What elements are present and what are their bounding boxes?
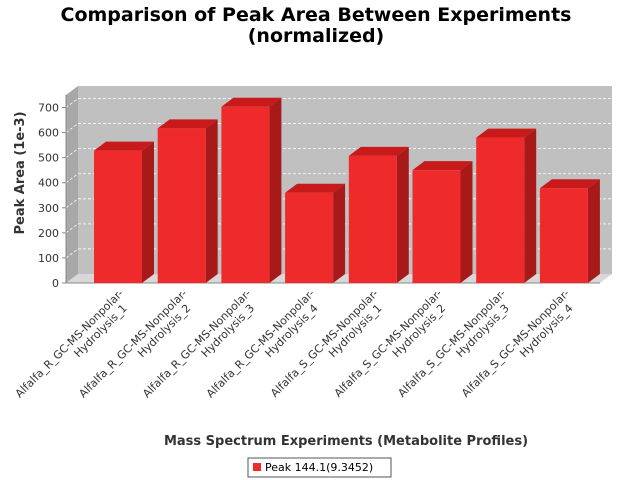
bar-front xyxy=(285,192,334,283)
bar-side xyxy=(396,146,409,283)
bar xyxy=(476,128,537,283)
x-tick-label: Alfalfa_R_GC-MS-Nonpolar-Hydrolysis_3 xyxy=(140,287,257,400)
bar-top xyxy=(157,119,218,129)
x-tick-label: Alfalfa_S_GC-MS-Nonpolar-Hydrolysis_3 xyxy=(395,287,511,400)
bar-side xyxy=(524,128,537,283)
y-tick-label: 600 xyxy=(38,127,59,140)
y-tick-label: 400 xyxy=(38,177,59,190)
gridline-side xyxy=(65,173,79,184)
x-tick-label: Alfalfa_R_GC-MS-Nonpolar-Hydrolysis_1 xyxy=(13,287,130,400)
x-tick-label: Alfalfa_S_GC-MS-Nonpolar-Hydrolysis_4 xyxy=(459,287,575,400)
bar-front xyxy=(539,188,588,283)
x-axis: Alfalfa_R_GC-MS-Nonpolar-Hydrolysis_1Alf… xyxy=(13,282,600,400)
bar-front xyxy=(94,150,142,283)
bar xyxy=(94,141,154,283)
x-tick-label: Alfalfa_S_GC-MS-Nonpolar-Hydrolysis_1 xyxy=(268,287,384,400)
bar xyxy=(539,179,600,283)
x-axis-label: Mass Spectrum Experiments (Metabolite Pr… xyxy=(164,434,528,449)
bar-top xyxy=(539,179,600,189)
y-tick-label: 700 xyxy=(38,102,59,115)
bar-front xyxy=(348,155,397,283)
bar-front xyxy=(412,170,461,283)
bar-side xyxy=(460,161,473,283)
bar-front xyxy=(221,106,270,283)
bar-side xyxy=(142,141,154,283)
legend-label: Peak 144.1(9.3452) xyxy=(265,461,373,474)
bar xyxy=(221,97,282,283)
bar-front xyxy=(157,128,206,283)
x-tick-label: Alfalfa_R_GC-MS-Nonpolar-Hydrolysis_4 xyxy=(204,287,321,400)
x-tick-label: Alfalfa_R_GC-MS-Nonpolar-Hydrolysis_2 xyxy=(76,287,193,400)
bar-top xyxy=(348,146,409,156)
y-axis-label: Peak Area (1e-3) xyxy=(13,111,28,234)
bar-side xyxy=(269,97,282,283)
plot-side-wall xyxy=(66,85,78,283)
legend-box xyxy=(247,457,392,478)
bar xyxy=(348,146,409,283)
bar-front xyxy=(476,137,525,283)
gridline-side xyxy=(65,248,79,259)
bar-side xyxy=(333,183,346,283)
y-tick-label: 100 xyxy=(38,252,59,265)
y-tick-label: 0 xyxy=(52,277,59,290)
y-axis: 0 100 200 300 400 500 600 700 xyxy=(38,94,67,290)
gridline-side xyxy=(65,198,79,209)
chart-title: Comparison of Peak Area Between Experime… xyxy=(61,4,572,47)
y-tick-label: 200 xyxy=(38,227,59,240)
bar xyxy=(285,183,346,283)
gridline-side xyxy=(65,123,79,133)
gridline-side xyxy=(65,223,79,234)
y-tick-label: 300 xyxy=(38,202,59,215)
chart-title-line-2: (normalized) xyxy=(248,25,385,47)
bar-side xyxy=(205,119,218,283)
gridline-side xyxy=(65,98,79,108)
bar-series xyxy=(94,97,600,283)
bar-top xyxy=(412,161,473,171)
bar-side xyxy=(587,179,600,283)
x-tick-label: Alfalfa_S_GC-MS-Nonpolar-Hydrolysis_2 xyxy=(332,287,448,400)
x-tick-label-line: Alfalfa_R_GC-MS-Nonpolar- xyxy=(13,287,126,400)
gridline-side xyxy=(65,148,79,158)
legend-swatch xyxy=(253,463,261,471)
legend: Peak 144.1(9.3452) xyxy=(247,457,392,478)
bar-top xyxy=(221,97,282,107)
bar-top xyxy=(476,128,537,138)
bar xyxy=(157,119,218,283)
bar-top xyxy=(285,183,346,193)
chart-title-line-1: Comparison of Peak Area Between Experime… xyxy=(61,4,572,26)
y-tick-label: 500 xyxy=(38,152,59,165)
bar-top xyxy=(94,141,154,151)
bar xyxy=(412,161,473,283)
